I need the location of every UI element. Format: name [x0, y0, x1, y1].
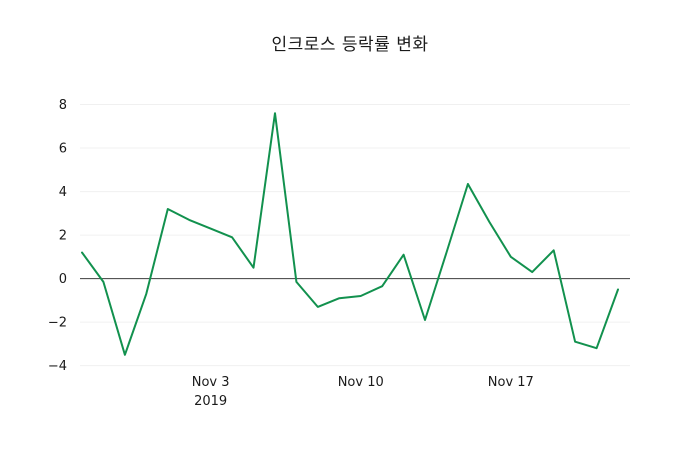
y-tick-label: 4 — [59, 185, 67, 200]
x-tick-label: Nov 17 — [488, 375, 534, 390]
y-tick-label: 8 — [59, 98, 67, 113]
y-tick-label: −4 — [48, 359, 67, 374]
y-tick-label: 2 — [59, 229, 67, 244]
series-line — [81, 112, 619, 356]
x-tick-label: Nov 10 — [338, 375, 384, 390]
y-tick-label: 0 — [59, 272, 67, 287]
y-tick-label: 6 — [59, 142, 67, 157]
x-tick-label: Nov 3 — [192, 375, 230, 390]
x-tick-sublabel: 2019 — [194, 394, 227, 409]
y-tick-label: −2 — [48, 316, 67, 331]
chart-title: 인크로스 등락률 변화 — [271, 35, 429, 55]
